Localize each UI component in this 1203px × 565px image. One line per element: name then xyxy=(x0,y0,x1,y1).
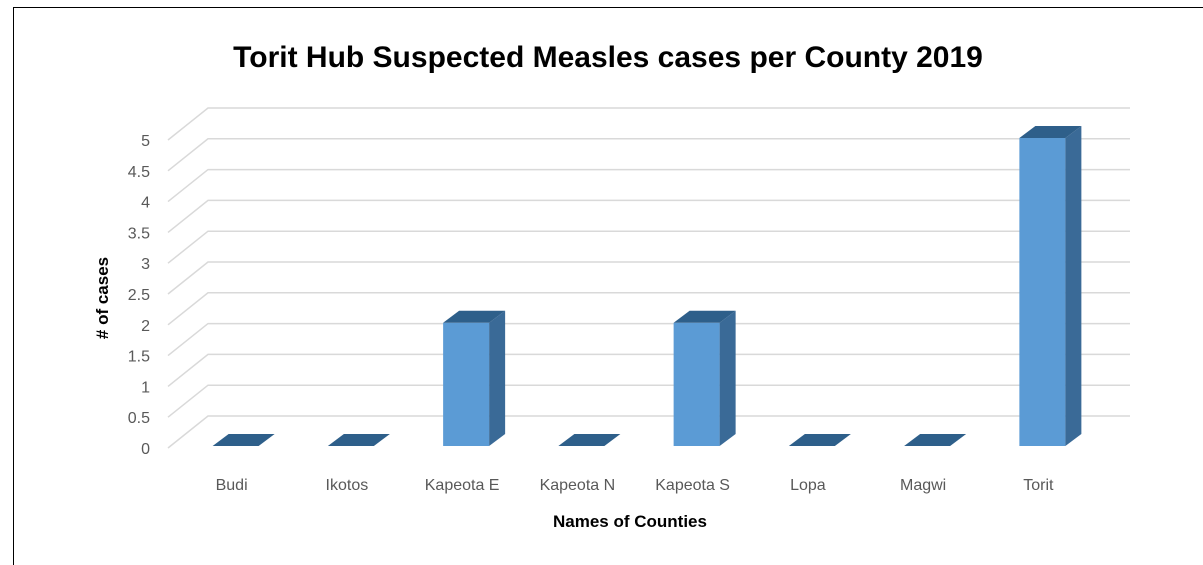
y-tick-label: 4 xyxy=(141,195,150,212)
bar-top xyxy=(558,434,621,446)
x-axis-title: Names of Counties xyxy=(553,512,707,531)
y-axis-ticks: 0 0.5 1 1.5 2 2.5 3 3.5 4 4.5 5 xyxy=(128,133,150,458)
x-category-label: Kapeota N xyxy=(540,477,616,494)
bar xyxy=(558,434,621,446)
y-tick-label: 2.5 xyxy=(128,287,150,304)
y-tick-label: 0.5 xyxy=(128,410,150,427)
y-tick-label: 1 xyxy=(141,379,150,396)
bar-side xyxy=(489,310,506,446)
gridline xyxy=(167,168,1130,203)
gridline xyxy=(167,138,1130,172)
gridline xyxy=(167,292,1130,326)
gridlines xyxy=(167,107,1130,449)
y-tick-label: 3.5 xyxy=(128,225,150,242)
gridline xyxy=(167,199,1130,233)
chart-frame xyxy=(13,7,1203,565)
bar-top xyxy=(212,434,275,446)
bar-side xyxy=(719,310,736,446)
gridline xyxy=(167,107,1130,141)
y-tick-label: 5 xyxy=(141,133,150,150)
bar xyxy=(673,310,736,446)
bar xyxy=(212,434,275,446)
x-category-label: Kapeota E xyxy=(425,477,500,494)
x-axis-categories: Budi Ikotos Kapeota E Kapeota N Kapeota S Lop… xyxy=(216,477,1054,494)
chart-title: Torit Hub Suspected Measles cases per Co… xyxy=(233,41,983,74)
bar-top xyxy=(327,434,390,446)
y-tick-label: 4.5 xyxy=(128,164,150,181)
gridline xyxy=(167,261,1130,295)
bar-top xyxy=(904,434,967,446)
x-category-label: Ikotos xyxy=(326,477,369,494)
bar-top xyxy=(673,310,736,323)
bar xyxy=(327,434,390,446)
y-tick-label: 0 xyxy=(141,441,150,458)
bar-front xyxy=(673,322,720,446)
bar-front xyxy=(1019,138,1066,446)
gridline xyxy=(167,353,1130,387)
gridline xyxy=(167,322,1130,357)
bar xyxy=(443,310,506,446)
bar-top xyxy=(788,434,851,446)
y-tick-label: 2 xyxy=(141,318,150,335)
y-tick-label: 3 xyxy=(141,256,150,273)
x-category-label: Lopa xyxy=(790,477,826,494)
bar-top xyxy=(1019,126,1082,138)
bar xyxy=(1019,126,1082,446)
x-category-label: Torit xyxy=(1023,477,1054,494)
x-category-label: Magwi xyxy=(900,477,946,494)
bar xyxy=(904,434,967,446)
y-axis-title: # of cases xyxy=(93,257,112,339)
bar-front xyxy=(443,322,490,446)
x-category-label: Budi xyxy=(216,477,248,494)
y-tick-label: 1.5 xyxy=(128,349,150,366)
bar xyxy=(788,434,851,446)
gridline xyxy=(167,415,1130,449)
bars xyxy=(212,126,1082,446)
gridline xyxy=(167,230,1130,264)
gridline xyxy=(167,384,1130,418)
bar-side xyxy=(1065,126,1082,446)
bar-top xyxy=(443,310,506,323)
x-category-label: Kapeota S xyxy=(655,477,730,494)
